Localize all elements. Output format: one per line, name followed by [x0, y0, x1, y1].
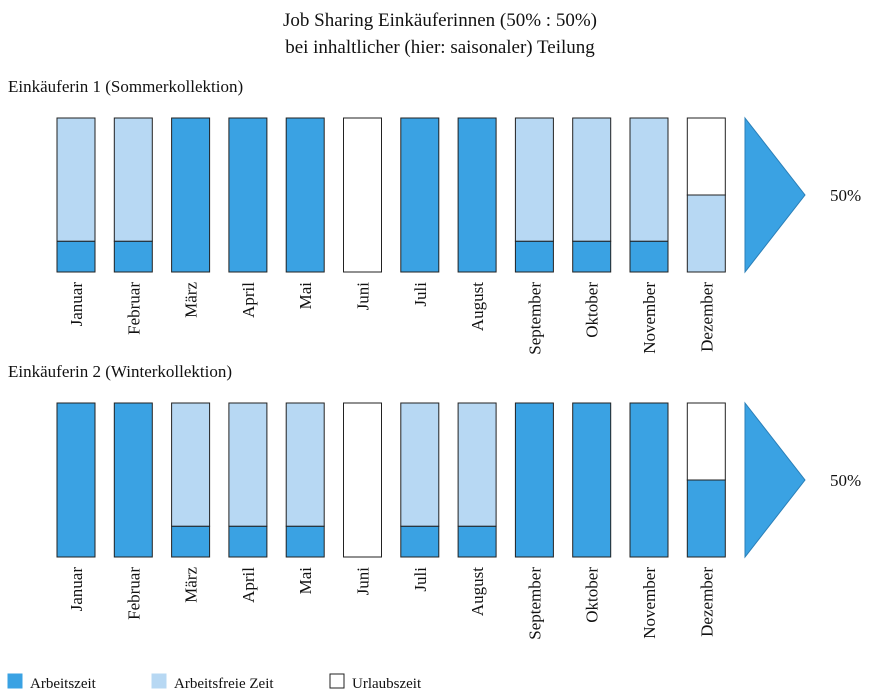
- bar-segment: [228, 402, 268, 527]
- legend-swatch: [329, 673, 345, 689]
- bar-segment: [113, 240, 153, 273]
- x-tick-label: Juli: [411, 282, 430, 307]
- bar-segment: [629, 117, 669, 242]
- bar-segment: [457, 402, 497, 527]
- x-tick-label: November: [640, 282, 659, 354]
- bar-segment: [56, 240, 96, 273]
- bar-segment: [113, 117, 153, 242]
- bar-segment: [572, 402, 612, 558]
- x-tick-label: März: [182, 567, 201, 603]
- legend-label: Arbeitsfreie Zeit: [174, 676, 274, 692]
- bar-segment: [686, 479, 726, 558]
- bar-segment: [171, 402, 211, 527]
- x-tick-label: November: [640, 567, 659, 639]
- bar-segment: [400, 117, 440, 273]
- x-tick-label: Mai: [296, 567, 315, 595]
- bar-segment: [228, 525, 268, 558]
- bar-segment: [171, 525, 211, 558]
- legend-label: Urlaubszeit: [352, 676, 422, 692]
- bar-segment: [686, 117, 726, 196]
- x-tick-label: Februar: [124, 567, 143, 620]
- bar-segment: [171, 117, 211, 273]
- x-tick-label: Oktober: [583, 567, 602, 623]
- x-tick-label: September: [525, 282, 544, 355]
- x-tick-label: August: [468, 282, 487, 331]
- bar-segment: [629, 402, 669, 558]
- x-tick-label: Juli: [411, 567, 430, 592]
- bar-segment: [285, 117, 325, 273]
- panel-subtitle: Einkäuferin 1 (Sommerkollektion): [8, 77, 243, 96]
- bar-segment: [285, 402, 325, 527]
- bar-segment: [514, 117, 554, 242]
- x-tick-label: Juni: [354, 282, 373, 311]
- bar-segment: [400, 402, 440, 527]
- bar-segment: [400, 525, 440, 558]
- title-line: Job Sharing Einkäuferinnen (50% : 50%): [283, 10, 597, 31]
- legend-swatch: [151, 673, 167, 689]
- bar-segment: [228, 117, 268, 273]
- bar-segment: [686, 194, 726, 273]
- annotation: 50%: [830, 471, 861, 490]
- bar-segment: [113, 402, 153, 558]
- bar-segment: [56, 402, 96, 558]
- arrow: [744, 401, 806, 559]
- panel-subtitle: Einkäuferin 2 (Winterkollektion): [8, 362, 232, 381]
- bar-segment: [514, 240, 554, 273]
- x-tick-label: April: [239, 282, 258, 318]
- bar-segment: [457, 117, 497, 273]
- x-tick-label: Dezember: [697, 567, 716, 637]
- x-tick-label: Mai: [296, 282, 315, 310]
- bar-segment: [686, 402, 726, 481]
- bar-segment: [457, 525, 497, 558]
- bar-segment: [343, 402, 382, 558]
- annotation: 50%: [830, 186, 861, 205]
- bar-segment: [343, 117, 382, 273]
- title-line: bei inhaltlicher (hier: saisonaler) Teil…: [285, 37, 595, 58]
- x-tick-label: April: [239, 567, 258, 603]
- bar-segment: [572, 117, 612, 242]
- x-tick-label: Dezember: [697, 282, 716, 352]
- bar-segment: [629, 240, 669, 273]
- x-tick-label: Januar: [67, 282, 86, 327]
- x-tick-label: Juni: [354, 567, 373, 596]
- x-tick-label: Februar: [124, 282, 143, 335]
- bar-segment: [572, 240, 612, 273]
- x-tick-label: Oktober: [583, 282, 602, 338]
- x-tick-label: August: [468, 567, 487, 616]
- arrow: [744, 116, 806, 274]
- x-tick-label: September: [525, 567, 544, 640]
- bar-segment: [285, 525, 325, 558]
- legend-label: Arbeitszeit: [30, 676, 97, 692]
- x-tick-label: März: [182, 282, 201, 318]
- x-tick-label: Januar: [67, 567, 86, 612]
- legend-swatch: [7, 673, 23, 689]
- bar-segment: [56, 117, 96, 242]
- bar-segment: [514, 402, 554, 558]
